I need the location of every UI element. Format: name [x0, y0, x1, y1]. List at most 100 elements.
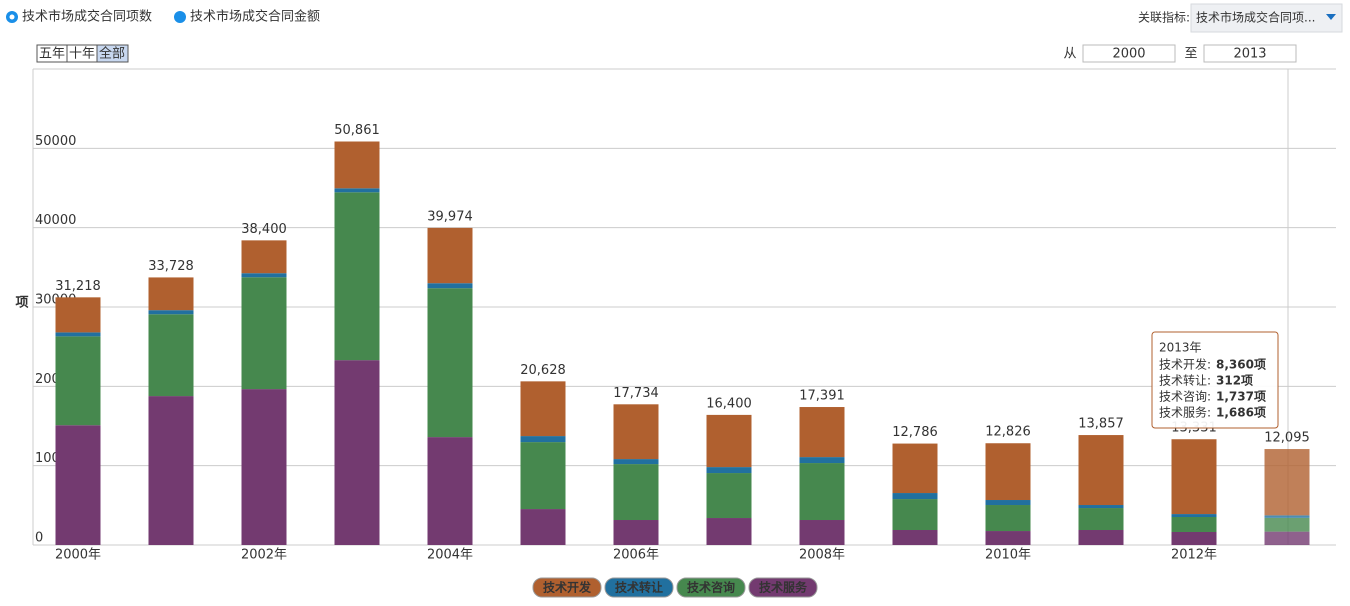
- bar-segment: [1171, 531, 1217, 545]
- total-label: 31,218: [55, 279, 101, 294]
- total-label: 13,857: [1078, 417, 1124, 432]
- bar-segment: [985, 500, 1031, 506]
- total-label: 17,734: [613, 386, 659, 401]
- total-label: 17,391: [799, 389, 845, 404]
- total-label: 38,400: [241, 222, 287, 237]
- bar-segment: [520, 381, 566, 437]
- tooltip-name: 技术开发:: [1159, 357, 1211, 372]
- y-axis-label: 项: [15, 296, 28, 311]
- bar-segment: [427, 227, 473, 284]
- tooltip: [1151, 331, 1279, 429]
- bar-segment: [892, 443, 938, 494]
- x-tick-label: 2000年: [55, 548, 101, 563]
- tooltip-name: 技术咨询:: [1159, 389, 1211, 404]
- bar-segment: [892, 493, 938, 500]
- bar-segment: [520, 442, 566, 510]
- bar-segment: [55, 425, 101, 545]
- to-value: 2013: [1233, 47, 1266, 62]
- bar-segment: [148, 310, 194, 315]
- tooltip-value: 312项: [1216, 374, 1253, 388]
- bar-segment: [241, 277, 287, 390]
- total-label: 12,786: [892, 425, 938, 440]
- y-tick-label: 0: [35, 531, 43, 546]
- tooltip-value: 8,360项: [1216, 358, 1266, 372]
- select-arrow: [1326, 14, 1336, 20]
- tooltip-value: 1,737项: [1216, 390, 1266, 404]
- bar-segment: [706, 518, 752, 545]
- legend-item[interactable]: [604, 577, 674, 598]
- bar-segment: [241, 240, 287, 274]
- to-label: 至: [1184, 47, 1197, 62]
- legend-label: 技术转让: [615, 580, 663, 595]
- x-tick-label: 2012年: [1171, 548, 1217, 563]
- legend-item[interactable]: [532, 577, 602, 598]
- total-label: 20,628: [520, 363, 566, 378]
- from-input[interactable]: [1082, 44, 1176, 63]
- tooltip-name: 技术转让:: [1159, 373, 1211, 388]
- x-tick-label: 2008年: [799, 548, 845, 563]
- total-label: 33,728: [148, 259, 194, 274]
- to-input[interactable]: [1203, 44, 1297, 63]
- bar-segment: [148, 314, 194, 397]
- bar-segment: [613, 464, 659, 521]
- radio-dot: [9, 14, 15, 20]
- bar-segment: [613, 404, 659, 460]
- total-label: 39,974: [427, 209, 473, 224]
- bar-segment: [799, 457, 845, 464]
- bar-segment: [1264, 515, 1310, 518]
- range-text: 五年: [39, 47, 65, 62]
- bar-segment: [799, 520, 845, 545]
- bar-segment: [1264, 531, 1310, 545]
- y-tick-label: 40000: [35, 213, 76, 228]
- radio[interactable]: [174, 11, 186, 23]
- bar-segment: [613, 459, 659, 465]
- legend-item[interactable]: [748, 577, 818, 598]
- from-value: 2000: [1112, 47, 1145, 62]
- legend-label: 技术开发: [543, 580, 592, 595]
- related-select[interactable]: [1190, 3, 1343, 33]
- bar-segment: [1264, 449, 1310, 516]
- bar-segment: [334, 360, 380, 545]
- total-label: 50,861: [334, 123, 380, 138]
- tooltip-value: 1,686项: [1216, 406, 1266, 420]
- bar-segment: [241, 273, 287, 278]
- select-text: 技术市场成交合同项...: [1196, 10, 1315, 25]
- bar-segment: [520, 509, 566, 545]
- bar-segment: [1078, 435, 1124, 506]
- radio-label[interactable]: 技术市场成交合同金额: [190, 9, 320, 25]
- total-label: 16,400: [706, 396, 752, 411]
- x-tick-label: 2006年: [613, 548, 659, 563]
- total-label: 12,826: [985, 425, 1031, 440]
- bar-segment: [334, 192, 380, 361]
- from-label: 从: [1063, 47, 1076, 62]
- bar-segment: [985, 505, 1031, 532]
- legend-label: 技术咨询: [687, 580, 735, 595]
- bar-segment: [892, 499, 938, 531]
- bar-segment: [985, 531, 1031, 545]
- tooltip-title: 2013年: [1159, 341, 1202, 355]
- bar-segment: [148, 277, 194, 311]
- bar-segment: [1264, 517, 1310, 532]
- bar-segment: [55, 332, 101, 337]
- range-text: 全部: [99, 46, 125, 62]
- x-tick-label: 2010年: [985, 548, 1031, 563]
- range-button[interactable]: [96, 44, 129, 63]
- bar-segment: [706, 467, 752, 474]
- legend-label: 技术服务: [759, 580, 808, 595]
- bar-segment: [1078, 505, 1124, 509]
- bar-segment: [985, 443, 1031, 501]
- bar-segment: [55, 297, 101, 333]
- bar-segment: [55, 336, 101, 426]
- radio-label[interactable]: 技术市场成交合同项数: [22, 9, 152, 25]
- bar-segment: [799, 463, 845, 521]
- legend-item[interactable]: [676, 577, 746, 598]
- bar-segment: [706, 473, 752, 519]
- bar-segment: [241, 389, 287, 545]
- bar-segment: [427, 437, 473, 545]
- bar-segment: [1078, 530, 1124, 545]
- x-tick-label: 2002年: [241, 548, 287, 563]
- range-text: 十年: [69, 47, 95, 62]
- bar-segment: [1171, 516, 1217, 532]
- x-tick-label: 2004年: [427, 548, 473, 563]
